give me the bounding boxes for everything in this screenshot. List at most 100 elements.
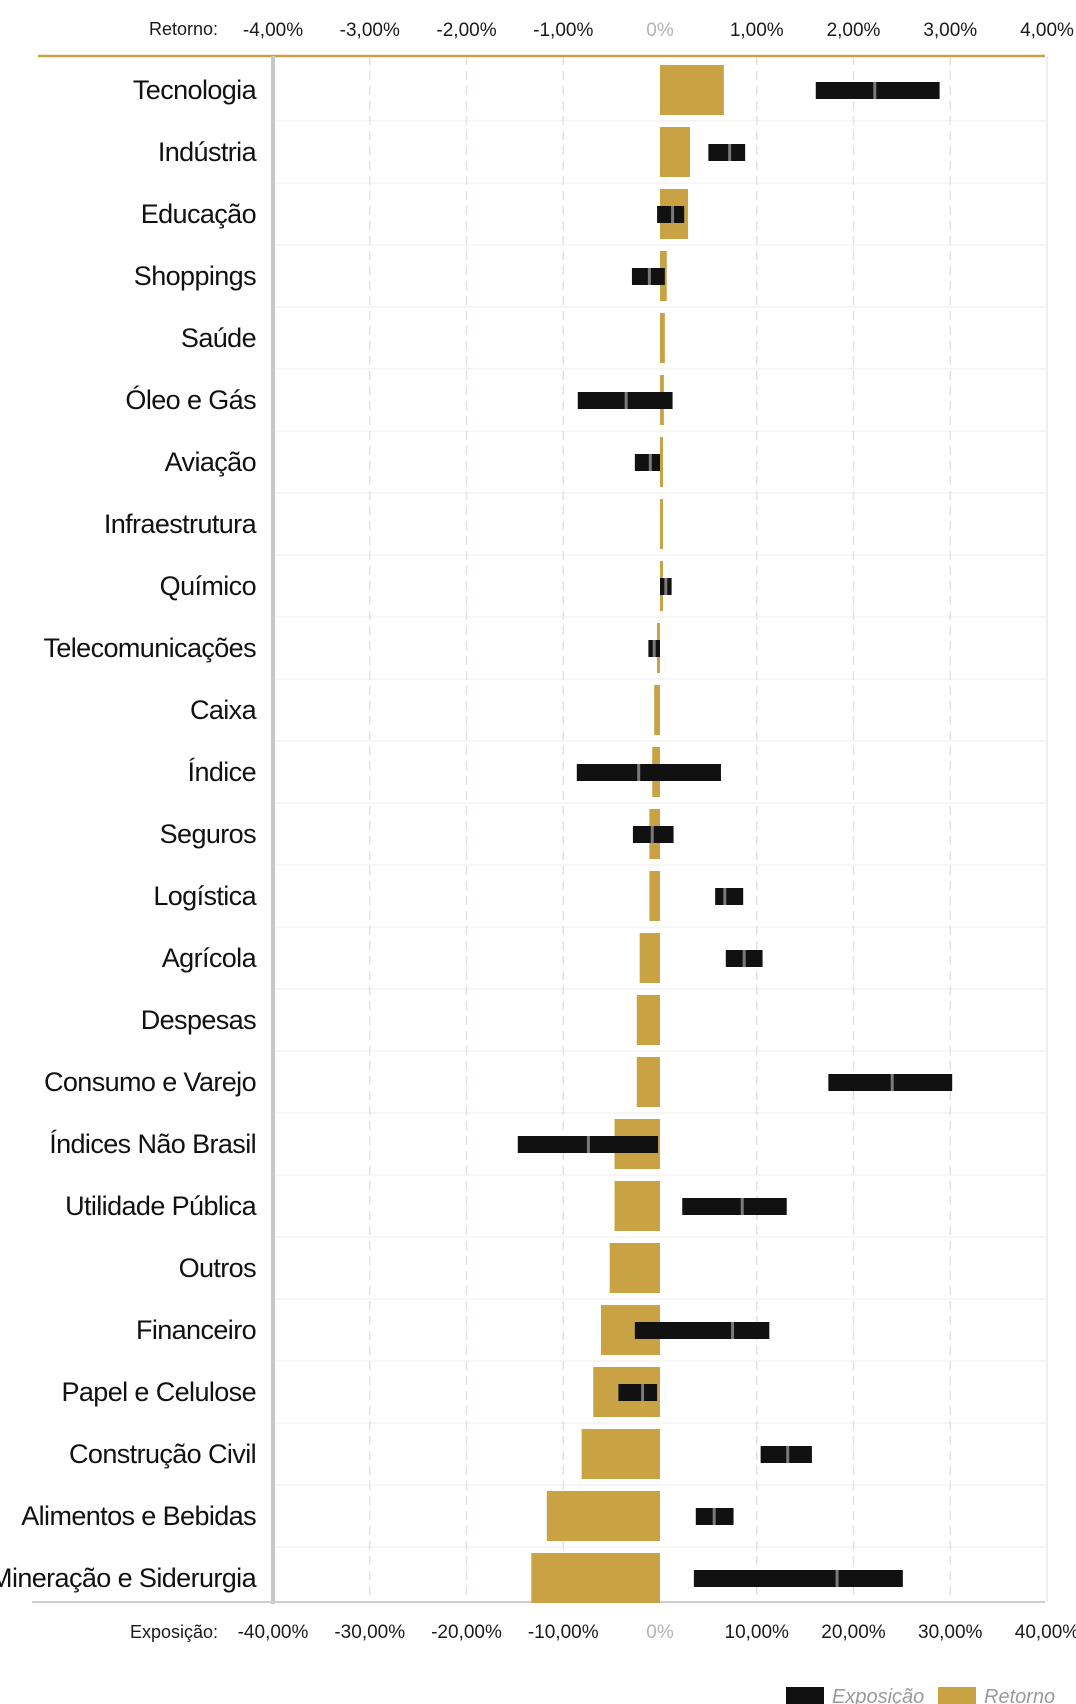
exposicao-range-bar: [815, 82, 940, 99]
retorno-bar: [531, 1553, 660, 1603]
exposicao-mid-marker: [637, 764, 641, 781]
retorno-bar: [660, 313, 665, 363]
bottom-tick-label: -20,00%: [431, 1622, 502, 1643]
category-label: Saúde: [181, 323, 256, 353]
bottom-axis-title: Exposição:: [130, 1622, 218, 1642]
top-axis-title: Retorno:: [149, 19, 218, 39]
retorno-bar: [581, 1429, 660, 1479]
exposicao-range-bar: [682, 1198, 787, 1215]
bottom-tick-label: -10,00%: [528, 1622, 599, 1643]
exposicao-mid-marker: [650, 826, 654, 843]
exposicao-mid-marker: [740, 1198, 744, 1215]
category-label: Despesas: [141, 1005, 256, 1035]
exposicao-range-bar: [708, 144, 746, 161]
category-label: Índices Não Brasil: [49, 1129, 256, 1159]
exposicao-range-bar: [634, 1322, 770, 1339]
bottom-tick-label: -40,00%: [238, 1622, 309, 1643]
category-label: Outros: [179, 1253, 257, 1283]
category-label: Shoppings: [134, 261, 256, 291]
legend-swatch-retorno: [938, 1687, 976, 1704]
category-labels: Tecnologia Indústria Educação Shoppings Saúd…: [0, 75, 258, 1593]
exposicao-mid-marker: [664, 578, 668, 595]
exposicao-mid-marker: [652, 640, 656, 657]
retorno-bar: [660, 127, 690, 177]
category-label: Papel e Celulose: [61, 1377, 256, 1407]
top-tick-label: 1,00%: [730, 20, 784, 41]
exposicao-range-bar: [618, 1384, 658, 1401]
exposicao-mid-marker: [835, 1570, 839, 1587]
exposicao-mid-marker: [873, 82, 877, 99]
category-label: Químico: [160, 571, 256, 601]
exposicao-range-bar: [828, 1074, 953, 1091]
category-label: Educação: [141, 199, 256, 229]
retorno-bar: [636, 1057, 660, 1107]
category-label: Telecomunicações: [43, 633, 256, 663]
top-tick-label: -4,00%: [243, 20, 303, 41]
category-label: Consumo e Varejo: [44, 1067, 256, 1097]
retorno-bar: [660, 499, 663, 549]
bottom-tick-label: 10,00%: [725, 1622, 790, 1643]
retorno-bar: [609, 1243, 660, 1293]
legend-swatch-exposicao: [786, 1687, 824, 1704]
retorno-bar: [614, 1181, 660, 1231]
category-label: Logística: [153, 881, 257, 911]
category-label: Tecnologia: [133, 75, 258, 105]
retorno-bar: [636, 995, 660, 1045]
bottom-tick-label: 30,00%: [918, 1622, 983, 1643]
exposicao-mid-marker: [648, 454, 652, 471]
top-axis: Retorno: -4,00% -3,00% -2,00% -1,00% 0% 1,00%…: [149, 19, 1074, 41]
bottom-tick-label: 0%: [646, 1622, 674, 1643]
category-label: Utilidade Pública: [65, 1191, 257, 1221]
category-label: Caixa: [190, 695, 258, 725]
category-label: Infraestrutura: [104, 509, 258, 539]
retorno-bar: [639, 933, 660, 983]
exposicao-mid-marker: [731, 1322, 735, 1339]
top-tick-label: 2,00%: [827, 20, 881, 41]
exposicao-mid-marker: [586, 1136, 590, 1153]
bottom-tick-label: 40,00%: [1015, 1622, 1076, 1643]
category-label: Alimentos e Bebidas: [21, 1501, 256, 1531]
exposicao-ranges: [517, 82, 953, 1587]
exposicao-mid-marker: [712, 1508, 716, 1525]
top-tick-label: 0%: [646, 20, 674, 41]
exposicao-mid-marker: [786, 1446, 790, 1463]
legend: Exposição Retorno: [786, 1686, 1055, 1704]
exposicao-range-bar: [657, 206, 685, 223]
category-label: Aviação: [165, 447, 256, 477]
category-label: Mineração e Siderurgia: [0, 1563, 258, 1593]
bottom-tick-label: -30,00%: [334, 1622, 405, 1643]
category-label: Indústria: [158, 137, 258, 167]
exposicao-mid-marker: [624, 392, 628, 409]
top-tick-label: 4,00%: [1020, 20, 1074, 41]
exposicao-mid-marker: [641, 1384, 645, 1401]
exposicao-range-bar: [634, 454, 660, 471]
exposicao-mid-marker: [890, 1074, 894, 1091]
top-tick-label: -2,00%: [436, 20, 496, 41]
retorno-bars: [531, 65, 724, 1603]
legend-label-retorno: Retorno: [984, 1686, 1055, 1704]
exposicao-mid-marker: [723, 888, 727, 905]
category-label: Óleo e Gás: [125, 384, 256, 415]
exposicao-mid-marker: [742, 950, 746, 967]
retorno-bar: [654, 685, 660, 735]
top-tick-label: -3,00%: [340, 20, 400, 41]
bottom-axis: Exposição: -40,00% -30,00% -20,00% -10,00% 0…: [130, 1622, 1076, 1643]
retorno-bar: [660, 65, 724, 115]
category-label: Agrícola: [162, 943, 258, 973]
category-label: Índice: [188, 757, 256, 787]
exposicao-range-bar: [715, 888, 744, 905]
retorno-bar: [649, 871, 660, 921]
exposicao-mid-marker: [671, 206, 675, 223]
exposicao-mid-marker: [728, 144, 732, 161]
exposicao-mid-marker: [647, 268, 651, 285]
bottom-tick-label: 20,00%: [821, 1622, 886, 1643]
retorno-bar: [546, 1491, 660, 1541]
top-tick-label: -1,00%: [533, 20, 593, 41]
top-tick-label: 3,00%: [923, 20, 977, 41]
exposicao-range-bar: [693, 1570, 903, 1587]
exposicao-range-bar: [576, 764, 721, 781]
retorno-bar: [660, 437, 663, 487]
legend-label-exposicao: Exposição: [832, 1686, 924, 1704]
category-label: Seguros: [160, 819, 256, 849]
